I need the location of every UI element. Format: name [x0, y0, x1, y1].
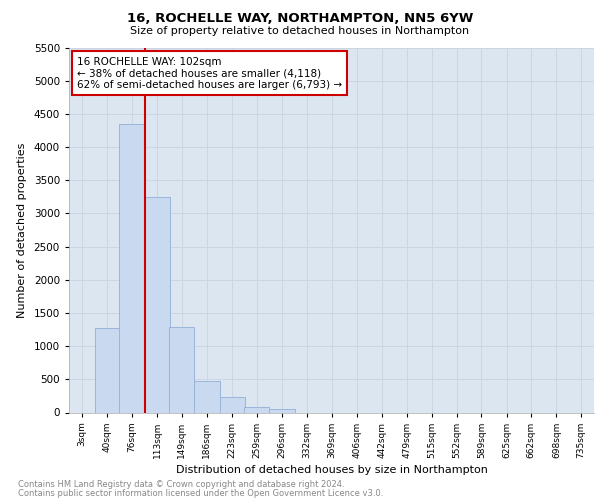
Y-axis label: Number of detached properties: Number of detached properties: [17, 142, 27, 318]
Text: 16, ROCHELLE WAY, NORTHAMPTON, NN5 6YW: 16, ROCHELLE WAY, NORTHAMPTON, NN5 6YW: [127, 12, 473, 26]
Bar: [194, 380, 220, 412]
Text: 16 ROCHELLE WAY: 102sqm
← 38% of detached houses are smaller (4,118)
62% of semi: 16 ROCHELLE WAY: 102sqm ← 38% of detache…: [77, 56, 342, 90]
Bar: [145, 197, 170, 412]
Bar: [95, 328, 120, 412]
Text: Size of property relative to detached houses in Northampton: Size of property relative to detached ho…: [130, 26, 470, 36]
Bar: [244, 406, 269, 412]
Text: Contains HM Land Registry data © Crown copyright and database right 2024.: Contains HM Land Registry data © Crown c…: [18, 480, 344, 489]
Bar: [220, 397, 245, 412]
Bar: [269, 409, 295, 412]
Text: Contains public sector information licensed under the Open Government Licence v3: Contains public sector information licen…: [18, 488, 383, 498]
X-axis label: Distribution of detached houses by size in Northampton: Distribution of detached houses by size …: [176, 465, 487, 475]
Bar: [169, 327, 194, 412]
Bar: [119, 124, 145, 412]
